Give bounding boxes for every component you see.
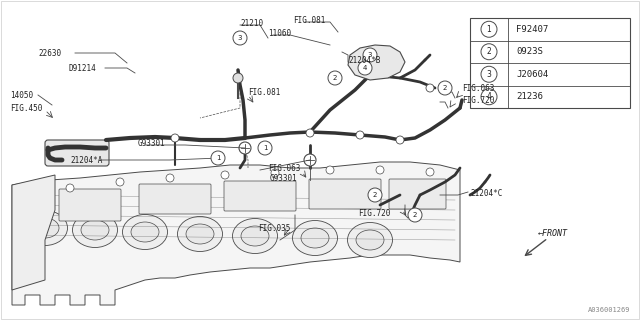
Circle shape [356,131,364,139]
Circle shape [408,208,422,222]
Text: 14050: 14050 [10,91,33,100]
Circle shape [116,178,124,186]
Text: 2: 2 [486,47,492,56]
Circle shape [426,84,434,92]
Ellipse shape [22,211,67,245]
Text: 4: 4 [486,92,492,101]
Text: A036001269: A036001269 [588,307,630,313]
Ellipse shape [81,220,109,240]
Polygon shape [348,45,405,80]
Circle shape [304,154,316,166]
Ellipse shape [186,224,214,244]
Circle shape [438,81,452,95]
Ellipse shape [122,214,168,250]
Text: F92407: F92407 [516,25,548,34]
Ellipse shape [72,212,118,247]
Circle shape [376,166,384,174]
Text: FIG.720: FIG.720 [358,209,390,218]
Text: FIG.081: FIG.081 [248,87,280,97]
Text: 21204*B: 21204*B [348,55,380,65]
Text: 3: 3 [237,35,243,41]
Text: 21236: 21236 [516,92,543,101]
Text: FIG.063: FIG.063 [462,84,494,92]
Polygon shape [12,162,460,305]
Text: FIG.035: FIG.035 [258,223,291,233]
Circle shape [211,151,225,165]
Circle shape [171,134,179,142]
FancyBboxPatch shape [139,184,211,214]
FancyBboxPatch shape [309,179,381,209]
Text: FIG.720: FIG.720 [462,95,494,105]
Text: FIG.081: FIG.081 [293,15,325,25]
Circle shape [328,71,342,85]
Text: 2: 2 [333,75,337,81]
Circle shape [481,89,497,105]
FancyBboxPatch shape [224,181,296,211]
Polygon shape [12,175,55,290]
Text: 0923S: 0923S [516,47,543,56]
FancyBboxPatch shape [59,189,121,221]
Text: 1: 1 [486,25,492,34]
Circle shape [481,44,497,60]
Text: 22630: 22630 [38,49,61,58]
Text: 21204*C: 21204*C [470,188,502,197]
Text: 4: 4 [363,65,367,71]
Ellipse shape [241,226,269,246]
FancyBboxPatch shape [389,179,446,209]
Circle shape [326,166,334,174]
Circle shape [368,188,382,202]
Circle shape [396,136,404,144]
Text: 11060: 11060 [268,28,291,37]
Text: 1: 1 [216,155,220,161]
FancyBboxPatch shape [45,140,109,166]
Ellipse shape [177,217,223,252]
Text: G93301: G93301 [270,173,298,182]
Text: 3: 3 [368,52,372,58]
Circle shape [66,184,74,192]
Text: 2: 2 [413,212,417,218]
Ellipse shape [31,218,59,238]
Circle shape [233,31,247,45]
Text: 2: 2 [373,192,377,198]
Circle shape [233,73,243,83]
Circle shape [306,129,314,137]
Circle shape [221,171,229,179]
Circle shape [166,174,174,182]
Ellipse shape [131,222,159,242]
Circle shape [358,61,372,75]
Text: FIG.450: FIG.450 [10,103,42,113]
Text: 1: 1 [263,145,268,151]
Text: ←FRONT: ←FRONT [538,228,568,237]
Circle shape [239,142,251,154]
Circle shape [426,168,434,176]
Circle shape [481,21,497,37]
Bar [470,18,630,108]
Ellipse shape [356,230,384,250]
Text: 2: 2 [443,85,447,91]
Ellipse shape [348,222,392,258]
Circle shape [258,141,272,155]
Text: D91214: D91214 [68,63,96,73]
Circle shape [363,48,377,62]
Circle shape [481,66,497,82]
Text: J20604: J20604 [516,70,548,79]
Text: FIG.063: FIG.063 [268,164,300,172]
Text: 3: 3 [486,70,492,79]
Text: 21210: 21210 [240,19,263,28]
Circle shape [271,169,279,177]
Text: G93301: G93301 [138,139,166,148]
Ellipse shape [292,220,337,255]
Ellipse shape [232,219,278,253]
Ellipse shape [301,228,329,248]
Text: 21204*A: 21204*A [70,156,102,164]
